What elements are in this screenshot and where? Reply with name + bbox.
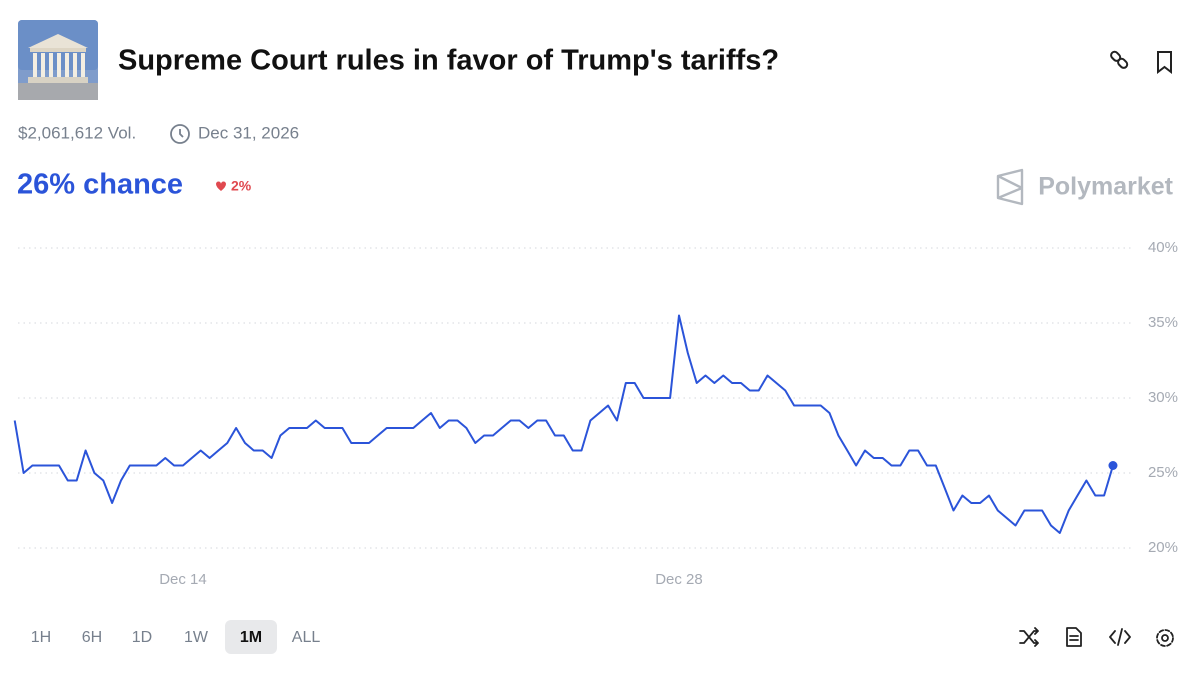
range-button[interactable]: ALL (292, 629, 321, 646)
title: Supreme Court rules in favor of Trump's … (118, 45, 779, 77)
range-controls: 1H 6H 1D 1W 1M ALL (31, 620, 321, 654)
end-date: Dec 31, 2026 (198, 123, 299, 142)
x-tick-label: Dec 14 (159, 571, 207, 588)
change: 2% (231, 178, 252, 194)
volume: $2,061,612 Vol. (18, 123, 136, 142)
clock-icon (170, 124, 190, 144)
y-tick-label: 40% (1148, 239, 1178, 256)
headline: 26% chance (17, 169, 183, 201)
last-point (1108, 461, 1118, 470)
range-button[interactable]: 1H (31, 629, 51, 646)
shuffle-icon[interactable] (1019, 627, 1039, 647)
brand-logo (996, 168, 1024, 206)
link-icon[interactable] (1110, 50, 1129, 69)
change-icon (216, 181, 226, 191)
y-tick-label: 20% (1148, 539, 1178, 556)
range-button[interactable]: 1M (240, 629, 262, 646)
y-tick-label: 25% (1148, 464, 1178, 481)
x-tick-label: Dec 28 (655, 571, 703, 588)
doc-icon[interactable] (1066, 627, 1082, 647)
settings-icon[interactable] (1156, 629, 1174, 647)
brand: Polymarket (1038, 173, 1173, 201)
bookmark-icon[interactable] (1157, 51, 1172, 75)
y-tick-label: 30% (1148, 389, 1178, 406)
price-line (13, 314, 1114, 534)
range-active-bg (225, 620, 277, 654)
toolbar (1019, 627, 1174, 647)
range-button[interactable]: 1W (184, 629, 209, 646)
market-image (18, 20, 98, 100)
chart: 20% 25% 30% 35% 40% Dec 14 Dec 28 (13, 239, 1178, 588)
range-button[interactable]: 1D (132, 629, 152, 646)
code-icon[interactable] (1109, 628, 1131, 646)
y-tick-label: 35% (1148, 314, 1178, 331)
range-button[interactable]: 6H (82, 629, 102, 646)
